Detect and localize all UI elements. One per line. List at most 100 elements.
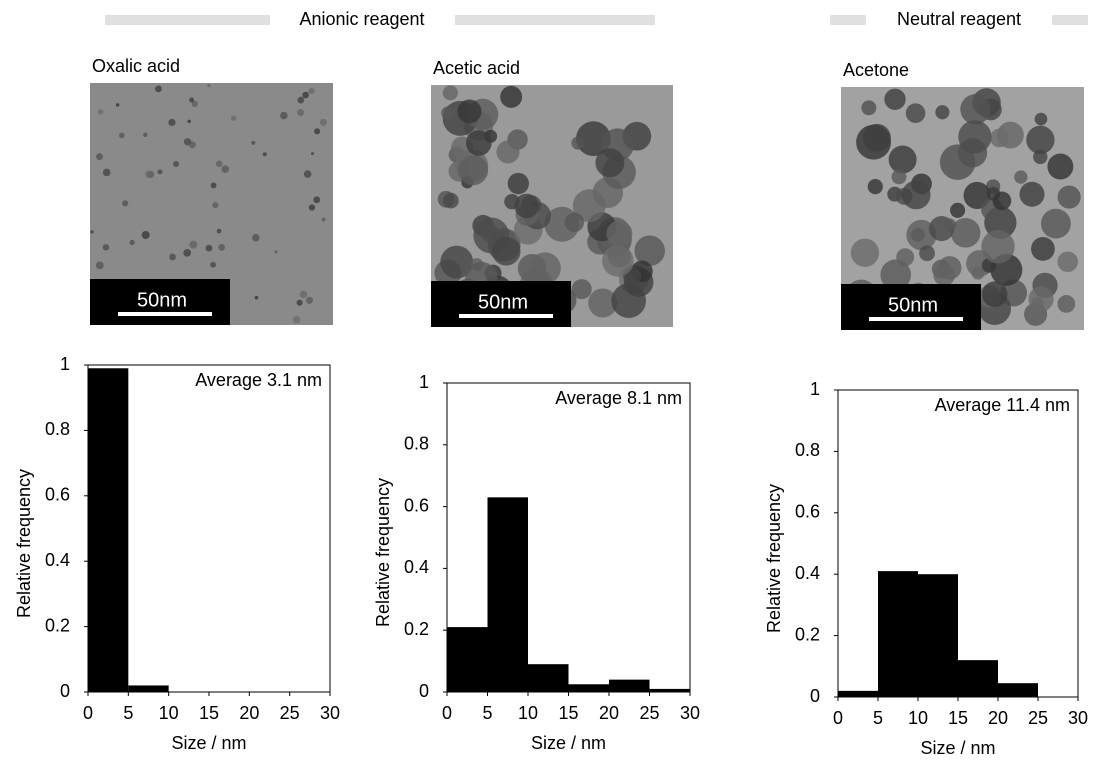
particle: [905, 103, 926, 123]
particle: [216, 228, 222, 234]
x-axis-label: Size / nm: [920, 738, 995, 758]
particle: [97, 109, 104, 115]
particle: [992, 191, 1012, 211]
y-tick-label: 0: [810, 686, 820, 706]
particle: [441, 106, 455, 120]
particle: [310, 152, 314, 156]
particle: [950, 218, 981, 248]
particle: [212, 202, 219, 209]
y-tick-label: 0.8: [795, 440, 820, 460]
bar: [487, 497, 528, 692]
particle: [1026, 125, 1055, 155]
particle: [1057, 185, 1081, 209]
particle: [935, 105, 950, 120]
particle: [210, 182, 217, 189]
particle: [564, 212, 585, 233]
x-tick-label: 30: [1068, 708, 1088, 728]
particle: [1034, 112, 1048, 126]
particle: [442, 85, 458, 101]
y-axis-label: Relative frequency: [14, 469, 34, 618]
particle: [1040, 208, 1071, 239]
y-tick-label: 0.6: [795, 502, 820, 522]
y-tick-label: 0.2: [404, 619, 429, 639]
particle: [191, 100, 198, 108]
particle: [443, 192, 459, 209]
header-rule: [830, 15, 866, 25]
particle: [457, 99, 482, 124]
x-tick-label: 25: [1028, 708, 1048, 728]
particle: [155, 85, 162, 93]
header: Neutral reagent: [897, 9, 1021, 29]
particle: [321, 217, 326, 222]
particle: [1028, 286, 1054, 312]
particle: [888, 145, 917, 174]
image-label: Oxalic acid: [92, 56, 180, 76]
y-tick-label: 0.4: [45, 550, 70, 570]
particle: [143, 132, 148, 137]
particle: [950, 202, 966, 218]
y-tick-label: 0.2: [795, 624, 820, 644]
particle: [942, 218, 957, 232]
particle: [514, 193, 539, 219]
particle: [254, 295, 259, 300]
particle: [102, 244, 110, 251]
particle: [850, 238, 880, 267]
y-tick-label: 0: [60, 681, 70, 701]
particle: [939, 144, 976, 180]
particle: [606, 220, 633, 247]
particle: [210, 261, 217, 268]
x-tick-label: 0: [83, 703, 93, 723]
particle: [500, 85, 523, 108]
x-tick-label: 5: [873, 708, 883, 728]
particle: [906, 219, 937, 251]
bar: [878, 571, 918, 697]
x-axis-label: Size / nm: [531, 733, 606, 753]
particle: [588, 288, 618, 318]
particle: [571, 279, 592, 300]
particle: [440, 245, 474, 279]
bar: [609, 679, 650, 692]
y-axis-label: Relative frequency: [764, 484, 784, 633]
particle: [314, 128, 321, 135]
bar: [128, 685, 169, 692]
particle: [1057, 295, 1076, 313]
header-rule: [1052, 15, 1088, 25]
particle: [251, 140, 256, 145]
scale-bar-box: [90, 279, 230, 325]
particle: [308, 204, 316, 211]
particle: [571, 136, 585, 150]
particle: [319, 118, 327, 126]
bar: [958, 660, 998, 697]
particle: [169, 253, 176, 261]
particle: [157, 169, 163, 175]
bar: [838, 690, 878, 697]
y-tick-label: 0.4: [404, 557, 429, 577]
particle: [296, 299, 303, 306]
x-tick-label: 10: [518, 703, 538, 723]
particle: [611, 283, 646, 318]
particle: [491, 236, 521, 266]
image-label: Acetic acid: [433, 58, 520, 78]
particle: [115, 103, 120, 107]
y-tick-label: 1: [419, 372, 429, 392]
image-label: Acetone: [843, 60, 909, 80]
particle: [308, 87, 315, 95]
y-axis-label: Relative frequency: [373, 478, 393, 627]
x-tick-label: 20: [239, 703, 259, 723]
bar: [998, 683, 1038, 697]
particle: [960, 94, 991, 125]
y-tick-label: 0.6: [404, 495, 429, 515]
particle: [990, 128, 1009, 148]
particle: [458, 155, 489, 186]
annotation: Average 8.1 nm: [555, 388, 682, 408]
particle: [971, 266, 985, 280]
x-tick-label: 15: [199, 703, 219, 723]
particle: [145, 170, 153, 179]
particle: [95, 261, 104, 270]
particle: [215, 160, 223, 168]
particle: [595, 148, 625, 178]
header-rule: [105, 15, 270, 25]
particle: [1047, 153, 1074, 180]
x-tick-label: 10: [159, 703, 179, 723]
